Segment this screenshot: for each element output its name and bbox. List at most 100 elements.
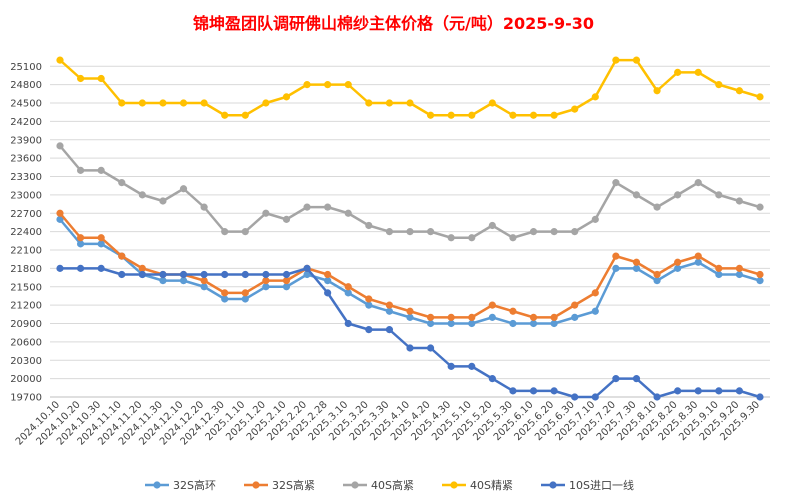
- data-point: [529, 228, 538, 236]
- data-point: [735, 270, 744, 279]
- y-tick-label: 24800: [10, 80, 42, 91]
- y-tick-label: 23300: [10, 172, 42, 183]
- data-point: [488, 221, 496, 230]
- data-point: [447, 234, 455, 242]
- data-point: [571, 313, 579, 321]
- data-point: [221, 270, 229, 279]
- data-point: [324, 81, 332, 89]
- data-point: [303, 203, 311, 211]
- data-point: [56, 56, 64, 64]
- data-point: [241, 111, 249, 119]
- data-point: [365, 221, 373, 230]
- data-point: [138, 99, 146, 107]
- data-point: [118, 179, 126, 187]
- data-point: [179, 185, 188, 193]
- data-point: [385, 301, 394, 309]
- legend-marker: [351, 481, 359, 489]
- data-point: [715, 81, 723, 89]
- data-point: [385, 326, 394, 334]
- data-point: [138, 191, 146, 199]
- y-tick-label: 20300: [10, 356, 42, 367]
- data-point: [324, 289, 332, 297]
- data-point: [550, 228, 558, 236]
- data-point: [509, 111, 517, 119]
- data-point: [344, 81, 352, 89]
- data-point: [76, 240, 85, 248]
- data-point: [365, 301, 373, 309]
- data-point: [735, 264, 744, 272]
- data-point: [694, 179, 702, 187]
- y-tick-label: 22700: [10, 209, 42, 220]
- data-point: [468, 319, 476, 328]
- data-point: [653, 277, 661, 285]
- data-point: [612, 252, 620, 260]
- legend-marker: [450, 481, 458, 489]
- data-point: [426, 111, 435, 119]
- legend-label: 40S高紧: [371, 478, 414, 492]
- data-point: [447, 319, 455, 328]
- data-point: [118, 252, 126, 260]
- data-point: [179, 99, 188, 107]
- data-point: [509, 307, 517, 315]
- data-point: [632, 191, 641, 199]
- legend-label: 40S精紧: [470, 479, 513, 492]
- data-point: [447, 111, 455, 119]
- data-point: [674, 387, 682, 395]
- data-point: [488, 99, 496, 107]
- data-point: [159, 277, 167, 285]
- data-point: [303, 270, 311, 279]
- data-point: [715, 387, 723, 395]
- data-point: [571, 228, 579, 236]
- data-point: [76, 264, 85, 272]
- data-point: [385, 307, 394, 315]
- series-line: [59, 58, 761, 117]
- data-point: [262, 99, 270, 107]
- data-point: [76, 166, 85, 174]
- series-line: [59, 145, 761, 239]
- data-point: [303, 81, 311, 89]
- data-point: [324, 270, 332, 279]
- data-point: [632, 375, 641, 383]
- data-point: [118, 270, 126, 279]
- data-point: [406, 99, 414, 107]
- data-point: [241, 228, 249, 236]
- data-point: [550, 319, 558, 328]
- data-point: [612, 56, 620, 64]
- legend-marker: [153, 481, 161, 489]
- y-tick-label: 22100: [10, 246, 42, 257]
- data-point: [221, 295, 229, 303]
- data-point: [468, 313, 476, 321]
- data-point: [591, 93, 599, 101]
- y-tick-label: 25100: [10, 62, 42, 73]
- data-point: [426, 228, 435, 236]
- data-point: [159, 99, 167, 107]
- data-point: [200, 203, 208, 211]
- data-point: [674, 68, 682, 76]
- data-point: [612, 375, 620, 383]
- data-point: [715, 191, 723, 199]
- data-point: [632, 264, 641, 272]
- legend-label: 10S进口一线: [569, 478, 634, 492]
- data-point: [406, 313, 414, 321]
- data-point: [406, 344, 414, 352]
- data-point: [735, 87, 744, 95]
- data-point: [529, 319, 538, 328]
- y-tick-label: 23900: [10, 135, 42, 146]
- data-point: [674, 264, 682, 272]
- data-point: [550, 387, 558, 395]
- data-point: [406, 307, 414, 315]
- data-point: [97, 264, 105, 272]
- data-point: [529, 111, 538, 119]
- data-point: [694, 258, 702, 266]
- legend-label: 32S高紧: [272, 478, 315, 492]
- data-point: [591, 289, 599, 297]
- data-point: [550, 313, 558, 321]
- data-point: [76, 234, 85, 242]
- y-tick-label: 19700: [10, 393, 42, 404]
- data-point: [612, 179, 620, 187]
- data-point: [282, 93, 291, 101]
- data-point: [76, 74, 85, 83]
- data-point: [571, 393, 579, 401]
- data-point: [365, 295, 373, 303]
